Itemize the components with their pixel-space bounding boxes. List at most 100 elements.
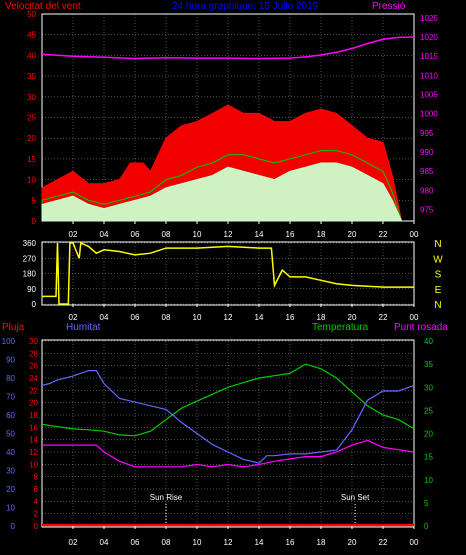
- wind-ytick-label: 20: [27, 134, 36, 143]
- climate-xtick-label: 02: [69, 538, 78, 547]
- pressure-ytick-label: 975: [420, 206, 434, 215]
- wind-xtick-label: 02: [69, 230, 78, 239]
- wind-ytick-label: 5: [32, 196, 37, 205]
- wind-xtick-label: 20: [348, 230, 357, 239]
- direction-xtick-label: 16: [286, 313, 295, 322]
- humidity-ytick-label: 90: [6, 356, 15, 365]
- rain-ytick-label: 28: [29, 349, 38, 358]
- wind-xtick-label: 00: [410, 230, 419, 239]
- humidity-ytick-label: 50: [6, 430, 15, 439]
- direction-ytick-label: 0: [32, 300, 37, 309]
- sun-marker-label: Sun Set: [341, 493, 370, 502]
- direction-xtick-label: 10: [193, 313, 202, 322]
- humidity-ytick-label: 70: [6, 393, 15, 402]
- humidity-ytick-label: 80: [6, 374, 15, 383]
- climate-xtick-label: 04: [100, 538, 109, 547]
- wind-xtick-label: 12: [224, 230, 233, 239]
- dewpoint-axis-title: Punt rosada: [394, 322, 448, 333]
- rain-ytick-label: 26: [29, 362, 38, 371]
- wind-xtick-label: 04: [100, 230, 109, 239]
- direction-xtick-label: 18: [317, 313, 326, 322]
- temperature-ytick-label: 35: [424, 360, 433, 369]
- rain-ytick-label: 4: [34, 497, 39, 506]
- wind-speed-series: [41, 162, 403, 222]
- compass-label: N: [434, 239, 441, 250]
- wind-ytick-label: 45: [27, 31, 36, 40]
- rain-ytick-label: 12: [29, 448, 38, 457]
- climate-xtick-label: 14: [255, 538, 264, 547]
- direction-ytick-label: 90: [27, 285, 36, 294]
- rain-ytick-label: 22: [29, 386, 38, 395]
- temperature-ytick-label: 0: [424, 522, 429, 531]
- direction-xtick-label: 06: [131, 313, 140, 322]
- climate-xtick-label: 10: [193, 538, 202, 547]
- humidity-axis-title: Humitat: [66, 322, 101, 333]
- direction-plot: [42, 241, 414, 305]
- wind-ytick-label: 40: [27, 51, 36, 60]
- pressure-axis-title: Pressió: [372, 1, 406, 12]
- temperature-ytick-label: 15: [424, 453, 433, 462]
- wind-ytick-label: 15: [27, 155, 36, 164]
- humidity-series: [41, 370, 415, 464]
- direction-xtick-label: 20: [348, 313, 357, 322]
- direction-xtick-label: 22: [379, 313, 388, 322]
- chart-title: 24 hora graphique: 15 Julio 2019: [172, 1, 319, 12]
- climate-xtick-label: 16: [286, 538, 295, 547]
- rain-ytick-label: 10: [29, 460, 38, 469]
- temperature-axis-title: Temperatura: [312, 322, 369, 333]
- humidity-ytick-label: 40: [6, 448, 15, 457]
- temperature-ytick-label: 20: [424, 430, 433, 439]
- wind-average-series: [41, 150, 403, 222]
- temperature-ytick-label: 5: [424, 499, 429, 508]
- pressure-ytick-label: 1010: [420, 71, 438, 80]
- temperature-series: [41, 363, 415, 437]
- wind-xtick-label: 16: [286, 230, 295, 239]
- pressure-ytick-label: 990: [420, 148, 434, 157]
- wind-ytick-label: 50: [27, 10, 36, 19]
- direction-xtick-label: 00: [410, 313, 419, 322]
- wind-ytick-label: 30: [27, 93, 36, 102]
- humidity-ytick-label: 60: [6, 411, 15, 420]
- pressure-ytick-label: 980: [420, 186, 434, 195]
- humidity-ytick-label: 20: [6, 485, 15, 494]
- climate-ticks: 0102030405060708090100024681012141618202…: [2, 337, 434, 547]
- pressure-series: [41, 36, 415, 60]
- pressure-ytick-label: 985: [420, 167, 434, 176]
- rain-ytick-label: 8: [34, 473, 39, 482]
- climate-xtick-label: 20: [348, 538, 357, 547]
- temperature-ytick-label: 25: [424, 406, 433, 415]
- wind-ytick-label: 35: [27, 72, 36, 81]
- rain-ytick-label: 2: [34, 510, 39, 519]
- direction-xtick-label: 04: [100, 313, 109, 322]
- rain-ytick-label: 24: [29, 374, 38, 383]
- wind-xtick-label: 08: [162, 230, 171, 239]
- climate-xtick-label: 00: [410, 538, 419, 547]
- pressure-ytick-label: 1000: [420, 110, 438, 119]
- rain-ytick-label: 6: [34, 485, 39, 494]
- compass-label: E: [435, 285, 442, 296]
- wind-ticks: 0510152025303540455097598098599099510001…: [27, 10, 438, 239]
- wind-ytick-label: 0: [32, 217, 37, 226]
- climate-xtick-label: 06: [131, 538, 140, 547]
- climate-xtick-label: 12: [224, 538, 233, 547]
- climate-xtick-label: 22: [379, 538, 388, 547]
- rain-ytick-label: 20: [29, 399, 38, 408]
- humidity-ytick-label: 10: [6, 504, 15, 513]
- direction-series: [42, 241, 414, 305]
- pressure-ytick-label: 1020: [420, 33, 438, 42]
- humidity-ytick-label: 0: [11, 522, 16, 531]
- temperature-ytick-label: 30: [424, 383, 433, 392]
- direction-grid: [42, 242, 414, 305]
- wind-axis-title: Velocitat del vent: [5, 1, 81, 12]
- direction-xtick-label: 14: [255, 313, 264, 322]
- wind-xtick-label: 14: [255, 230, 264, 239]
- climate-xtick-label: 08: [162, 538, 171, 547]
- climate-plot: [41, 363, 415, 527]
- humidity-ytick-label: 100: [2, 337, 16, 346]
- rain-ytick-label: 14: [29, 436, 38, 445]
- pressure-ytick-label: 1005: [420, 91, 438, 100]
- pressure-ytick-label: 995: [420, 129, 434, 138]
- rain-axis-title: Pluja: [2, 322, 25, 333]
